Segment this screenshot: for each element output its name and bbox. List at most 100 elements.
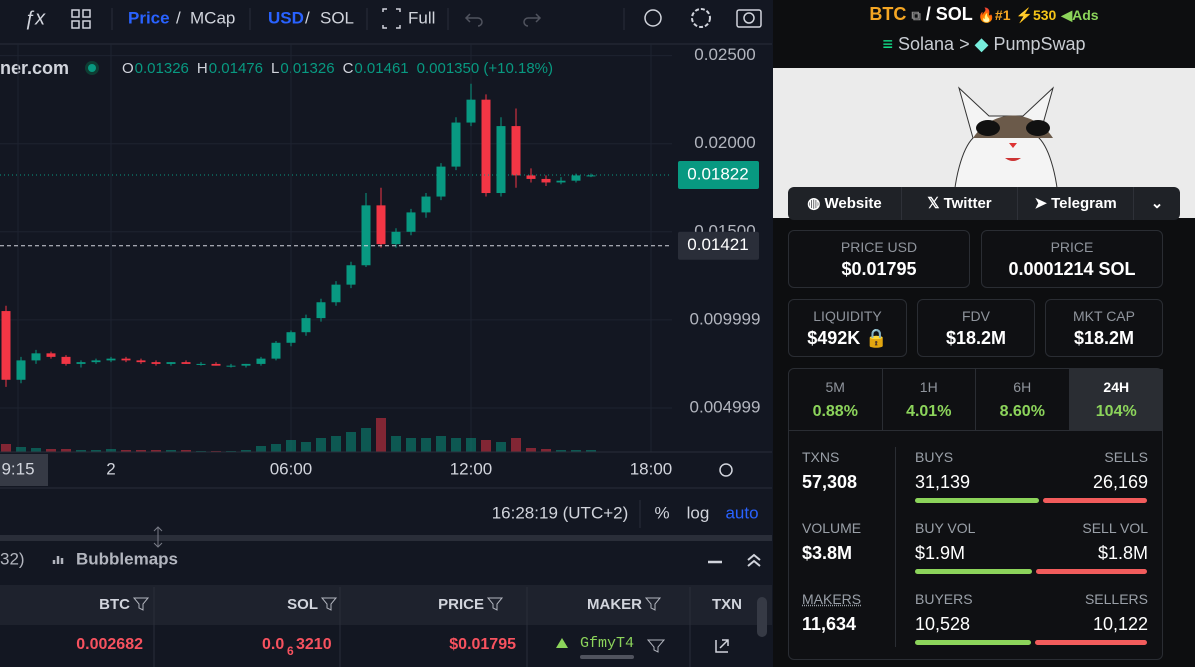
telegram-link[interactable]: ➤ Telegram <box>1018 187 1134 220</box>
full-button[interactable]: Full <box>408 8 435 27</box>
maker-filter[interactable] <box>646 639 666 653</box>
legend-value: 0.01476 <box>209 60 263 77</box>
legend-value: 0.001350 (+10.18%) <box>417 60 553 77</box>
maker-underline <box>580 655 634 659</box>
ads[interactable]: ◀Ads <box>1061 7 1099 23</box>
period-tab[interactable]: 1H 4.01% <box>883 369 976 431</box>
period-tabs: 5M 0.88% 1H 4.01% 6H 8.60% 24H 104% <box>789 369 1163 431</box>
fullscreen-icon[interactable] <box>382 8 401 29</box>
more-links[interactable]: ⌄ <box>1150 195 1164 212</box>
label: PRICE USD <box>840 239 918 255</box>
legend-key: H <box>197 60 208 77</box>
value: 26,169 <box>1092 472 1148 492</box>
candle-body <box>586 175 596 177</box>
usd-toggle[interactable]: USD <box>268 8 304 27</box>
legend-key: C <box>343 60 354 77</box>
settings-icon[interactable] <box>691 8 711 28</box>
mcap-toggle[interactable]: MCap <box>190 8 235 27</box>
chain[interactable]: Solana <box>898 34 955 54</box>
value: $1.8M <box>1097 543 1148 563</box>
volume-bar <box>496 442 506 452</box>
redo[interactable] <box>523 13 542 27</box>
label: TXNS <box>802 449 840 465</box>
percent-toggle[interactable]: % <box>654 503 669 522</box>
boosts[interactable]: ⚡530 <box>1015 7 1057 23</box>
solana-icon: ≡ <box>882 34 893 54</box>
buy-bar <box>915 640 1032 645</box>
period-change: 104% <box>1095 403 1137 420</box>
liquidity-card: LIQUIDITY $492K 🔒 <box>788 299 907 357</box>
candle-body <box>226 365 236 367</box>
candle-body <box>181 362 191 364</box>
period-tab[interactable]: 5M 0.88% <box>789 369 883 431</box>
label: SELLERS <box>1084 591 1148 607</box>
label: MKT CAP <box>1073 308 1135 324</box>
period-tab[interactable]: 24H 104% <box>1069 369 1163 431</box>
candle-body <box>211 363 221 366</box>
indicators-icon[interactable]: ƒx <box>24 7 46 29</box>
price-tag-bg <box>678 231 759 260</box>
bubblemaps-tab[interactable]: Bubblemaps <box>76 549 178 568</box>
sol-toggle[interactable]: SOL <box>320 8 354 27</box>
expand[interactable] <box>747 553 761 567</box>
sol-digits: 3210 <box>296 636 332 653</box>
layout-icon[interactable] <box>71 9 91 29</box>
value: $3.8M <box>802 543 853 563</box>
resize-handle[interactable] <box>0 535 772 541</box>
y-tick-label: 0.02500 <box>694 45 755 64</box>
volume-bar <box>136 450 146 452</box>
filter-icon <box>486 597 504 611</box>
price-cell: $0.01795 <box>449 636 516 653</box>
maker[interactable]: GfmyT4 <box>580 635 634 652</box>
candle-body <box>466 99 476 123</box>
period-label: 5M <box>825 379 845 395</box>
slash: / <box>925 4 931 24</box>
liquidity: $492K <box>807 328 861 348</box>
period-label: 6H <box>1013 379 1032 395</box>
open-txn[interactable] <box>715 639 729 653</box>
period-tab[interactable]: 6H 8.60% <box>976 369 1070 431</box>
rank[interactable]: 🔥#1 <box>977 7 1011 23</box>
label: SELL VOL <box>1082 520 1148 536</box>
auto-toggle[interactable]: auto <box>725 503 758 522</box>
table-row <box>0 625 772 667</box>
undo[interactable] <box>464 13 483 27</box>
x-tick-label: 2 <box>106 459 115 478</box>
filter-icon <box>644 597 662 611</box>
log-toggle[interactable]: log <box>687 503 710 522</box>
website-link[interactable]: ◍ Website <box>788 187 902 220</box>
tab-partial[interactable]: 32) <box>0 549 25 568</box>
candle-body <box>106 358 116 361</box>
scrollbar[interactable] <box>757 597 767 637</box>
volume-bar <box>541 449 551 452</box>
activity-card: 5M 0.88% 1H 4.01% 6H 8.60% 24H 104% TXNS 57,308… <box>788 368 1163 660</box>
candle-body <box>151 362 161 364</box>
price-toggle[interactable]: Price <box>128 8 170 27</box>
candle-body <box>331 284 341 303</box>
label: FDV <box>962 308 990 324</box>
volume-bar <box>481 440 491 452</box>
crosshair-label-bg <box>0 454 49 486</box>
clock: 16:28:19 (UTC+2) <box>492 503 629 522</box>
x-tick-label: 06:00 <box>270 459 313 478</box>
volume-bar <box>436 436 446 452</box>
dex[interactable]: PumpSwap <box>993 34 1086 54</box>
axis-settings[interactable] <box>719 463 733 477</box>
volume-bar <box>391 436 401 452</box>
twitter-link[interactable]: 𝕏 Twitter <box>902 187 1018 220</box>
candle-body <box>301 318 311 333</box>
btc-cell: 0.002682 <box>76 636 143 653</box>
link-text: Website <box>824 195 882 212</box>
alert-icon[interactable] <box>644 9 662 27</box>
copy-icon[interactable]: ⧉ <box>911 8 921 23</box>
lock-icon[interactable]: 🔒 <box>865 328 888 348</box>
candle-body <box>166 362 176 364</box>
x-tick-label: 12:00 <box>450 459 493 478</box>
token-panel: BTC ⧉ / SOL 🔥#1 ⚡530 ◀Ads ≡ Solana > ◆ P… <box>773 0 1195 667</box>
volume-bar <box>1 444 11 452</box>
volume-bar <box>421 438 431 452</box>
screenshot-icon[interactable] <box>736 9 762 28</box>
value: $1.9M <box>915 543 966 563</box>
candle-body <box>91 360 101 363</box>
plot: 0.025000.020000.015000.0099990.0049999:1… <box>0 44 760 486</box>
